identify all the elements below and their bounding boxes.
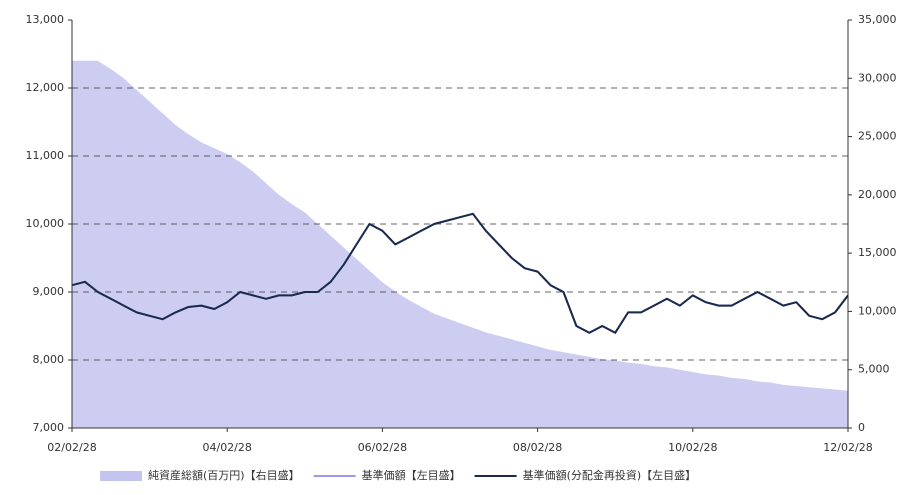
x-tick-label: 06/02/28 <box>358 441 407 454</box>
y-tick-label: 12,000 <box>26 81 65 94</box>
y-tick-label: 10,000 <box>26 217 65 230</box>
legend-label: 純資産総額(百万円)【右目盛】 <box>148 468 300 482</box>
x-tick-label: 10/02/28 <box>668 441 717 454</box>
y-tick-label: 7,000 <box>33 421 65 434</box>
y2-tick-label: 5,000 <box>858 363 890 376</box>
y-tick-label: 9,000 <box>33 285 65 298</box>
line <box>71 212 849 334</box>
x-tick-label: 04/02/28 <box>202 441 251 454</box>
y2-tick-label: 35,000 <box>858 13 897 26</box>
area <box>72 60 848 429</box>
y2-tick-label: 15,000 <box>858 246 897 259</box>
y2-tick-label: 30,000 <box>858 71 897 84</box>
legend-swatch <box>100 471 142 481</box>
legend-label: 基準価額(分配金再投資)【左目盛】 <box>523 468 697 482</box>
x-tick-label: 08/02/28 <box>513 441 562 454</box>
y2-tick-label: 10,000 <box>858 304 897 317</box>
y2-tick-label: 0 <box>858 421 865 434</box>
legend-label: 基準価額【左目盛】 <box>362 468 461 482</box>
y2-tick-label: 20,000 <box>858 188 897 201</box>
y-tick-label: 8,000 <box>33 353 65 366</box>
x-tick-label: 02/02/28 <box>47 441 96 454</box>
y-tick-label: 13,000 <box>26 13 65 26</box>
x-tick-label: 12/02/28 <box>823 441 872 454</box>
y2-tick-label: 25,000 <box>858 130 897 143</box>
y-tick-label: 11,000 <box>26 149 65 162</box>
